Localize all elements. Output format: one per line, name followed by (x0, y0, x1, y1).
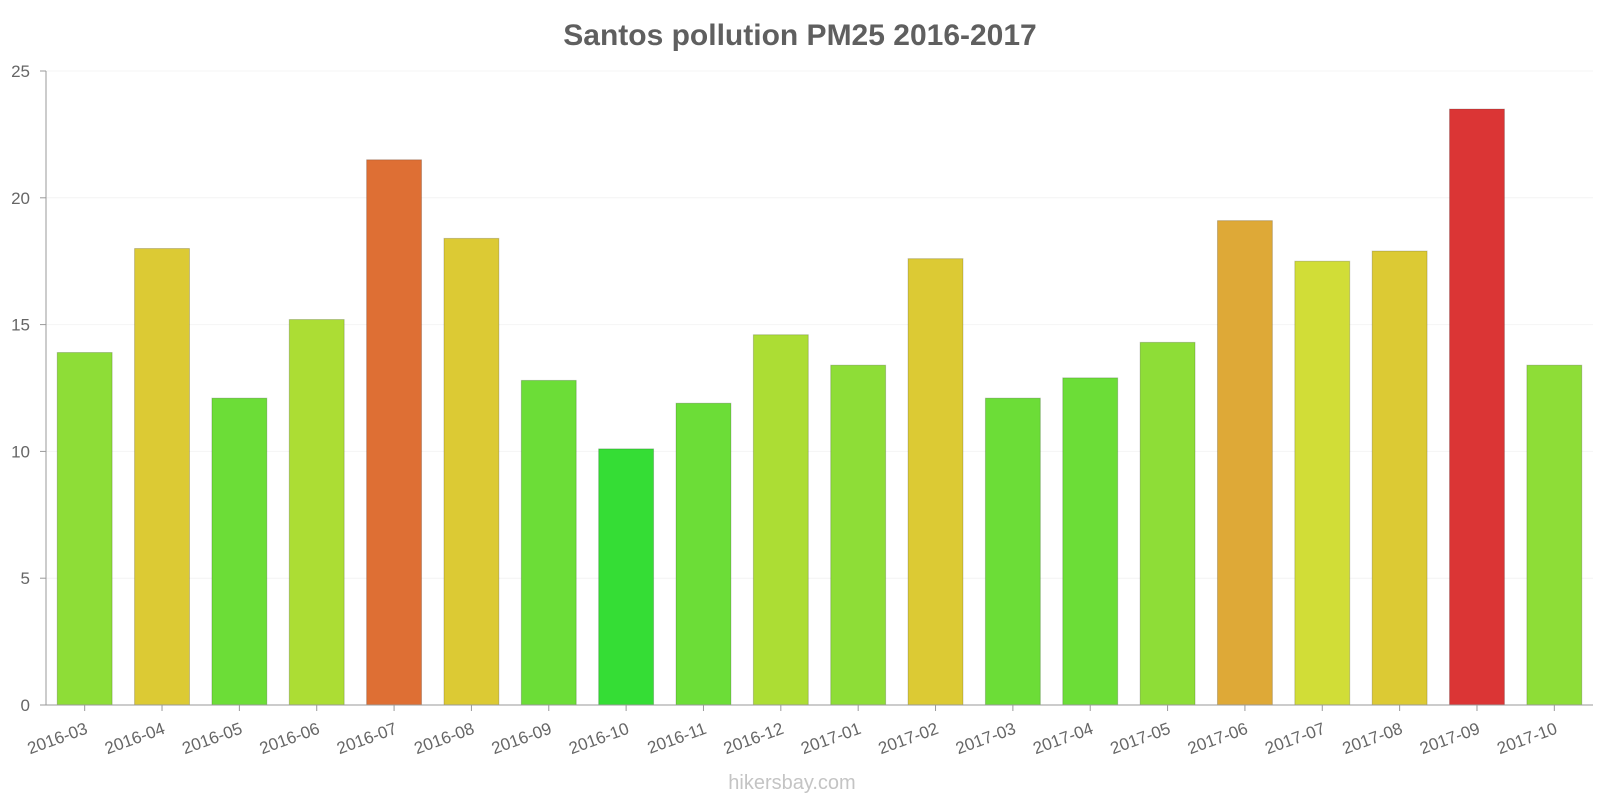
bar-2017-07 (1294, 260, 1351, 706)
bar-2017-05 (1139, 341, 1196, 706)
bar-2016-10 (598, 448, 655, 706)
bar-2017-01 (830, 364, 887, 706)
x-tick-label: 2016-12 (721, 719, 786, 758)
x-tick-label: 2017-09 (1417, 719, 1482, 758)
x-tick-label: 2017-06 (1185, 719, 1250, 758)
x-tick-label: 2016-10 (566, 719, 631, 758)
bar-2016-12 (752, 334, 809, 706)
x-tick-label: 2017-01 (798, 719, 863, 758)
bar-2017-09 (1449, 108, 1505, 706)
y-tick-label: 25 (11, 62, 30, 81)
y-tick-labels: 0 5 10 15 20 25 (11, 62, 46, 715)
y-tick-label: 5 (21, 569, 30, 588)
x-tick-label: 2017-05 (1108, 719, 1173, 758)
bar-2017-08 (1371, 250, 1428, 706)
bar-2017-10 (1526, 364, 1583, 706)
bar-2016-07 (366, 159, 423, 706)
bar-2016-09 (520, 379, 577, 706)
x-tick-label: 2016-09 (489, 719, 554, 758)
x-tick-label: 2016-04 (102, 719, 167, 758)
bar-2016-04 (134, 248, 190, 706)
x-tick-label: 2017-08 (1340, 719, 1405, 758)
bar-2017-02 (907, 258, 964, 706)
x-tick-label: 2016-07 (334, 719, 399, 758)
bar-2016-03 (56, 351, 113, 706)
x-tick-label: 2017-07 (1263, 719, 1328, 758)
x-tick-label: 2017-02 (876, 719, 941, 758)
x-tick-label: 2016-06 (257, 719, 322, 758)
x-tick-label: 2016-08 (412, 719, 477, 758)
bar-2017-04 (1062, 377, 1119, 706)
watermark-text: hikersbay.com (728, 772, 855, 794)
x-tick-label: 2017-10 (1495, 719, 1560, 758)
x-tick-label: 2016-03 (25, 719, 90, 758)
bar-2017-03 (984, 397, 1041, 706)
chart-title: Santos pollution PM25 2016-2017 (563, 19, 1036, 52)
bar-2016-11 (675, 402, 732, 706)
x-tick-label: 2016-05 (180, 719, 245, 758)
bar-2016-06 (288, 319, 345, 706)
bar-2016-05 (211, 397, 268, 706)
y-tick-label: 0 (21, 696, 30, 715)
bars (56, 108, 1583, 706)
x-tick-label: 2016-11 (645, 719, 709, 758)
bar-2017-06 (1216, 220, 1273, 706)
y-tick-label: 20 (11, 189, 30, 208)
x-tick-labels: 2016-03 2016-04 2016-05 2016-06 2016-07 2016-… (25, 705, 1560, 758)
y-tick-label: 15 (11, 316, 30, 335)
y-tick-label: 10 (11, 442, 30, 461)
x-tick-label: 2017-03 (953, 719, 1018, 758)
x-tick-label: 2017-04 (1030, 719, 1095, 758)
bar-2016-08 (443, 237, 500, 706)
grid-lines (46, 70, 1593, 579)
